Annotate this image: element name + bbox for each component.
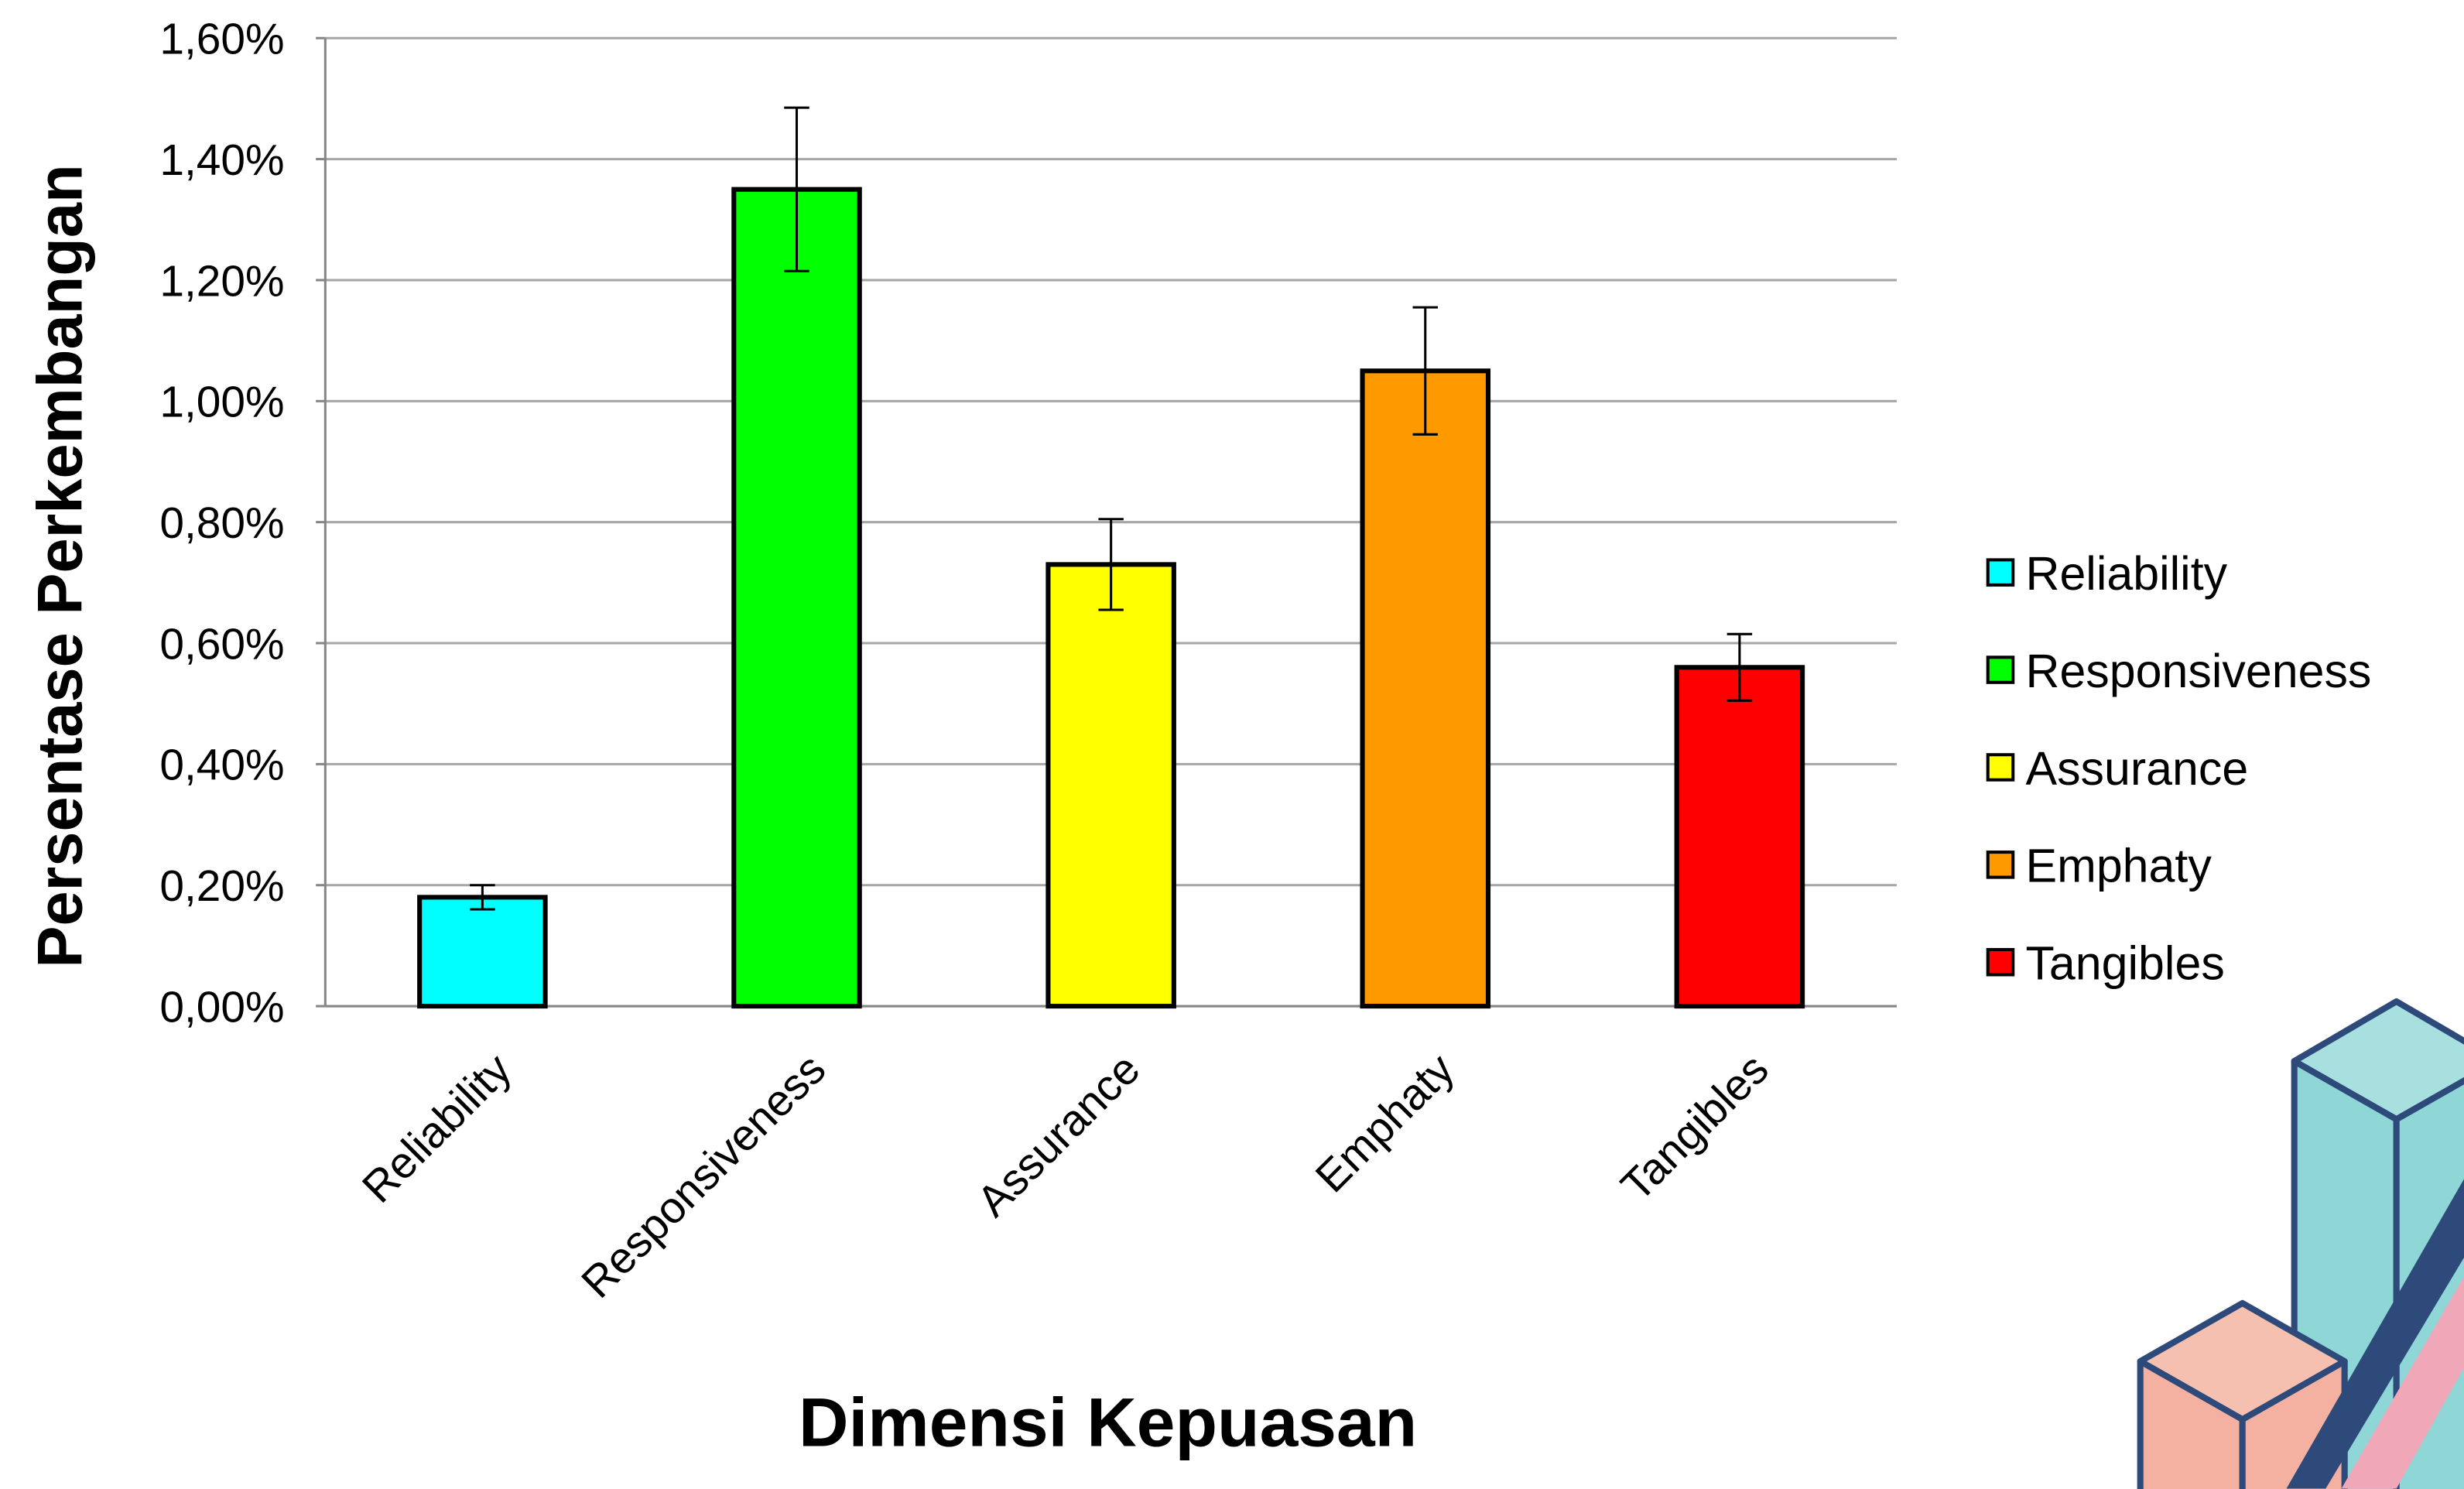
y-tick-label: 0,80% [159, 499, 284, 548]
y-tick-label: 1,60% [159, 15, 284, 64]
legend-swatch [1986, 753, 2015, 782]
legend-swatch [1986, 558, 2015, 587]
x-axis-title: Dimensi Kepuasan [799, 1384, 1417, 1461]
bar [1674, 665, 1805, 1009]
y-tick-label: 1,00% [159, 378, 284, 427]
legend-label: Reliability [2025, 547, 2227, 600]
legend-label: Emphaty [2025, 840, 2212, 892]
error-bar [1412, 306, 1439, 436]
x-tick-label: Assurance [968, 1045, 1149, 1226]
decoration [2137, 998, 2464, 1489]
y-tick-label: 1,40% [159, 136, 284, 185]
error-bar [1098, 518, 1124, 611]
y-axis-title: Persentase Perkembangan [26, 164, 96, 967]
error-bar [1727, 632, 1753, 702]
y-tick-label: 0,40% [159, 741, 284, 790]
y-tick-label: 1,20% [159, 257, 284, 306]
x-tick-label: Responsiveness [573, 1045, 835, 1307]
legend-swatch [1986, 947, 2015, 977]
error-bar [470, 884, 495, 911]
bar [731, 187, 862, 1009]
bar [1360, 368, 1491, 1009]
error-bar [784, 106, 809, 272]
legend-swatch [1986, 851, 2015, 879]
y-tick-label: 0,00% [159, 983, 284, 1032]
y-tick-label: 0,20% [159, 862, 284, 911]
x-tick-label: Tangibles [1612, 1045, 1778, 1210]
x-tick-label: Reliability [354, 1045, 522, 1213]
bar [1045, 562, 1176, 1009]
bar [417, 895, 548, 1009]
legend-swatch [1986, 656, 2015, 684]
x-tick-label: Emphaty [1306, 1045, 1464, 1203]
legend-label: Tangibles [2025, 937, 2224, 990]
y-tick-label: 0,60% [159, 620, 284, 669]
legend-label: Assurance [2025, 742, 2248, 795]
legend-label: Responsiveness [2025, 645, 2371, 697]
